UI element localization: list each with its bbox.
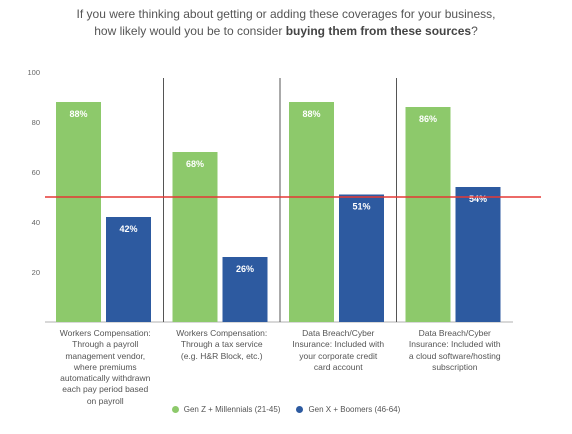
chart-title-line-1: If you were thinking about getting or ad… xyxy=(76,7,496,21)
category-label-line: each pay period based xyxy=(62,384,149,395)
y-tick-label: 20 xyxy=(32,268,40,277)
bar-value-label: 51% xyxy=(352,202,370,212)
category-label-line: Insurance: Included with xyxy=(292,339,385,350)
bar-gen-z-millennials xyxy=(289,102,334,322)
bar-value-label: 86% xyxy=(419,114,437,124)
category-label-line: subscription xyxy=(432,361,478,372)
category-label: Workers Compensation: Through a payroll ma… xyxy=(49,328,161,407)
category-label-line: automatically withdrawn xyxy=(60,373,151,384)
category-label-line: Data Breach/Cyber xyxy=(302,328,375,338)
category-label-line: Through a payroll xyxy=(72,339,139,350)
bar-gen-z-millennials xyxy=(172,152,218,322)
y-tick-label: 40 xyxy=(32,218,40,227)
category-label-line: your corporate credit xyxy=(299,350,378,361)
category-label-line: card account xyxy=(313,361,363,372)
legend-swatch xyxy=(296,406,304,414)
category-label-line: Insurance: Included with xyxy=(408,339,501,350)
category-label: Data Breach/Cyber Insurance: Included wit… xyxy=(282,328,394,373)
category-label-line: management vendor, xyxy=(65,350,146,361)
category-label-line: a cloud software/hosting xyxy=(408,350,501,361)
chart-title-line-2: how likely would you be to consider buyi… xyxy=(0,23,572,40)
bar-value-label: 54% xyxy=(469,194,487,204)
legend-item: Gen X + Boomers (46-64) xyxy=(296,405,400,414)
category-label-line: Data Breach/Cyber xyxy=(418,328,491,338)
bar-value-label: 42% xyxy=(119,224,137,234)
chart-title-prefix: how likely would you be to consider xyxy=(94,24,286,38)
bar-value-label: 68% xyxy=(186,159,204,169)
y-tick-label: 60 xyxy=(32,168,40,177)
bar-gen-x-boomers xyxy=(222,257,268,322)
bar-value-label: 88% xyxy=(302,109,320,119)
chart-title-suffix: ? xyxy=(471,24,478,38)
chart-legend: Gen Z + Millennials (21-45) Gen X + Boome… xyxy=(0,405,572,414)
bar-gen-z-millennials xyxy=(405,107,451,322)
category-label: Data Breach/Cyber Insurance: Included wit… xyxy=(399,328,511,373)
chart-title-emphasis: buying them from these sources xyxy=(285,24,472,38)
chart-title: If you were thinking about getting or ad… xyxy=(0,6,572,40)
category-label: Workers Compensation: Through a tax servi… xyxy=(166,328,278,362)
category-label-line: where premiums xyxy=(73,361,137,372)
bar-gen-z-millennials xyxy=(56,102,101,322)
category-label-line: Workers Compensation: xyxy=(59,328,151,338)
legend-label: Gen Z + Millennials (21-45) xyxy=(183,405,281,414)
legend-item: Gen Z + Millennials (21-45) xyxy=(171,405,281,414)
bar-gen-x-boomers xyxy=(339,194,384,322)
y-tick-label: 80 xyxy=(32,118,40,127)
legend-swatch xyxy=(171,406,179,414)
legend-label: Gen X + Boomers (46-64) xyxy=(308,405,401,414)
bar-value-label: 26% xyxy=(236,264,254,274)
category-label-line: on payroll xyxy=(86,395,124,406)
bar-gen-x-boomers xyxy=(106,217,151,322)
category-label-line: Through a tax service xyxy=(180,339,263,350)
bar-value-label: 88% xyxy=(69,109,87,119)
bar-gen-x-boomers xyxy=(455,187,501,322)
category-label-line: (e.g. H&R Block, etc.) xyxy=(180,350,263,361)
y-tick-label: 100 xyxy=(27,68,40,77)
category-label-line: Workers Compensation: xyxy=(176,328,268,338)
